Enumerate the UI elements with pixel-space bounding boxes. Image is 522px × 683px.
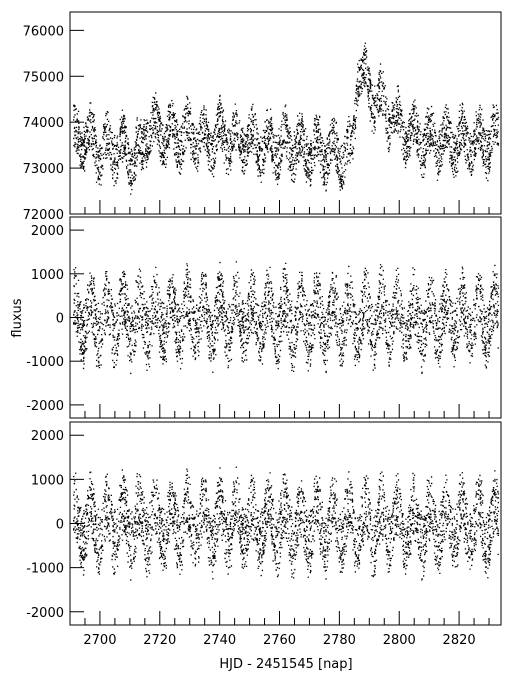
y-tick-label: 72000 [23, 208, 64, 223]
panel-1: 72000 73000 74000 75000 76000 [23, 11, 502, 223]
x-tick-label: 2780 [323, 633, 356, 648]
y-tick-label: -2000 [26, 399, 64, 414]
y-tick-label: 0 [56, 518, 64, 533]
series-1 [73, 466, 500, 581]
panels: 72000 73000 74000 75000 76000 -2000 -1000 0 1000… [23, 11, 502, 648]
x-tick-label: 2760 [263, 633, 296, 648]
panel-1-frame [69, 11, 502, 215]
series-1 [73, 42, 500, 195]
y-axis-title: fluxus [10, 298, 25, 337]
data-points [73, 466, 500, 581]
y-tick-label: 2000 [31, 429, 64, 444]
panel-3: -2000 -1000 0 1000 2000 [26, 421, 502, 626]
data-points [73, 261, 500, 375]
y-tick-label: -2000 [26, 606, 64, 621]
y-tick-label: 2000 [31, 224, 64, 239]
x-tick-label: 2800 [383, 633, 416, 648]
y-tick-label: 1000 [31, 473, 64, 488]
y-tick-label: 74000 [23, 116, 64, 131]
y-tick-label: 0 [56, 312, 64, 327]
y-tick-label: -1000 [26, 355, 64, 370]
y-tick-label: 76000 [23, 24, 64, 39]
panel-2: -2000 -1000 0 1000 2000 [26, 216, 502, 419]
series-1 [73, 261, 500, 375]
x-tick-label: 2740 [203, 633, 236, 648]
x-axis-title: HJD - 2451545 [nap] [219, 657, 352, 672]
data-points [73, 42, 500, 195]
x-tick-label: 2700 [83, 633, 116, 648]
x-tick-label: 2820 [443, 633, 476, 648]
y-tick-label: 1000 [31, 268, 64, 283]
y-tick-label: 73000 [23, 162, 64, 177]
y-tick-label: 75000 [23, 70, 64, 85]
x-tick-labels: 2700 2720 2740 2760 2780 2800 2820 [83, 633, 475, 648]
y-tick-label: -1000 [26, 562, 64, 577]
x-tick-label: 2720 [143, 633, 176, 648]
